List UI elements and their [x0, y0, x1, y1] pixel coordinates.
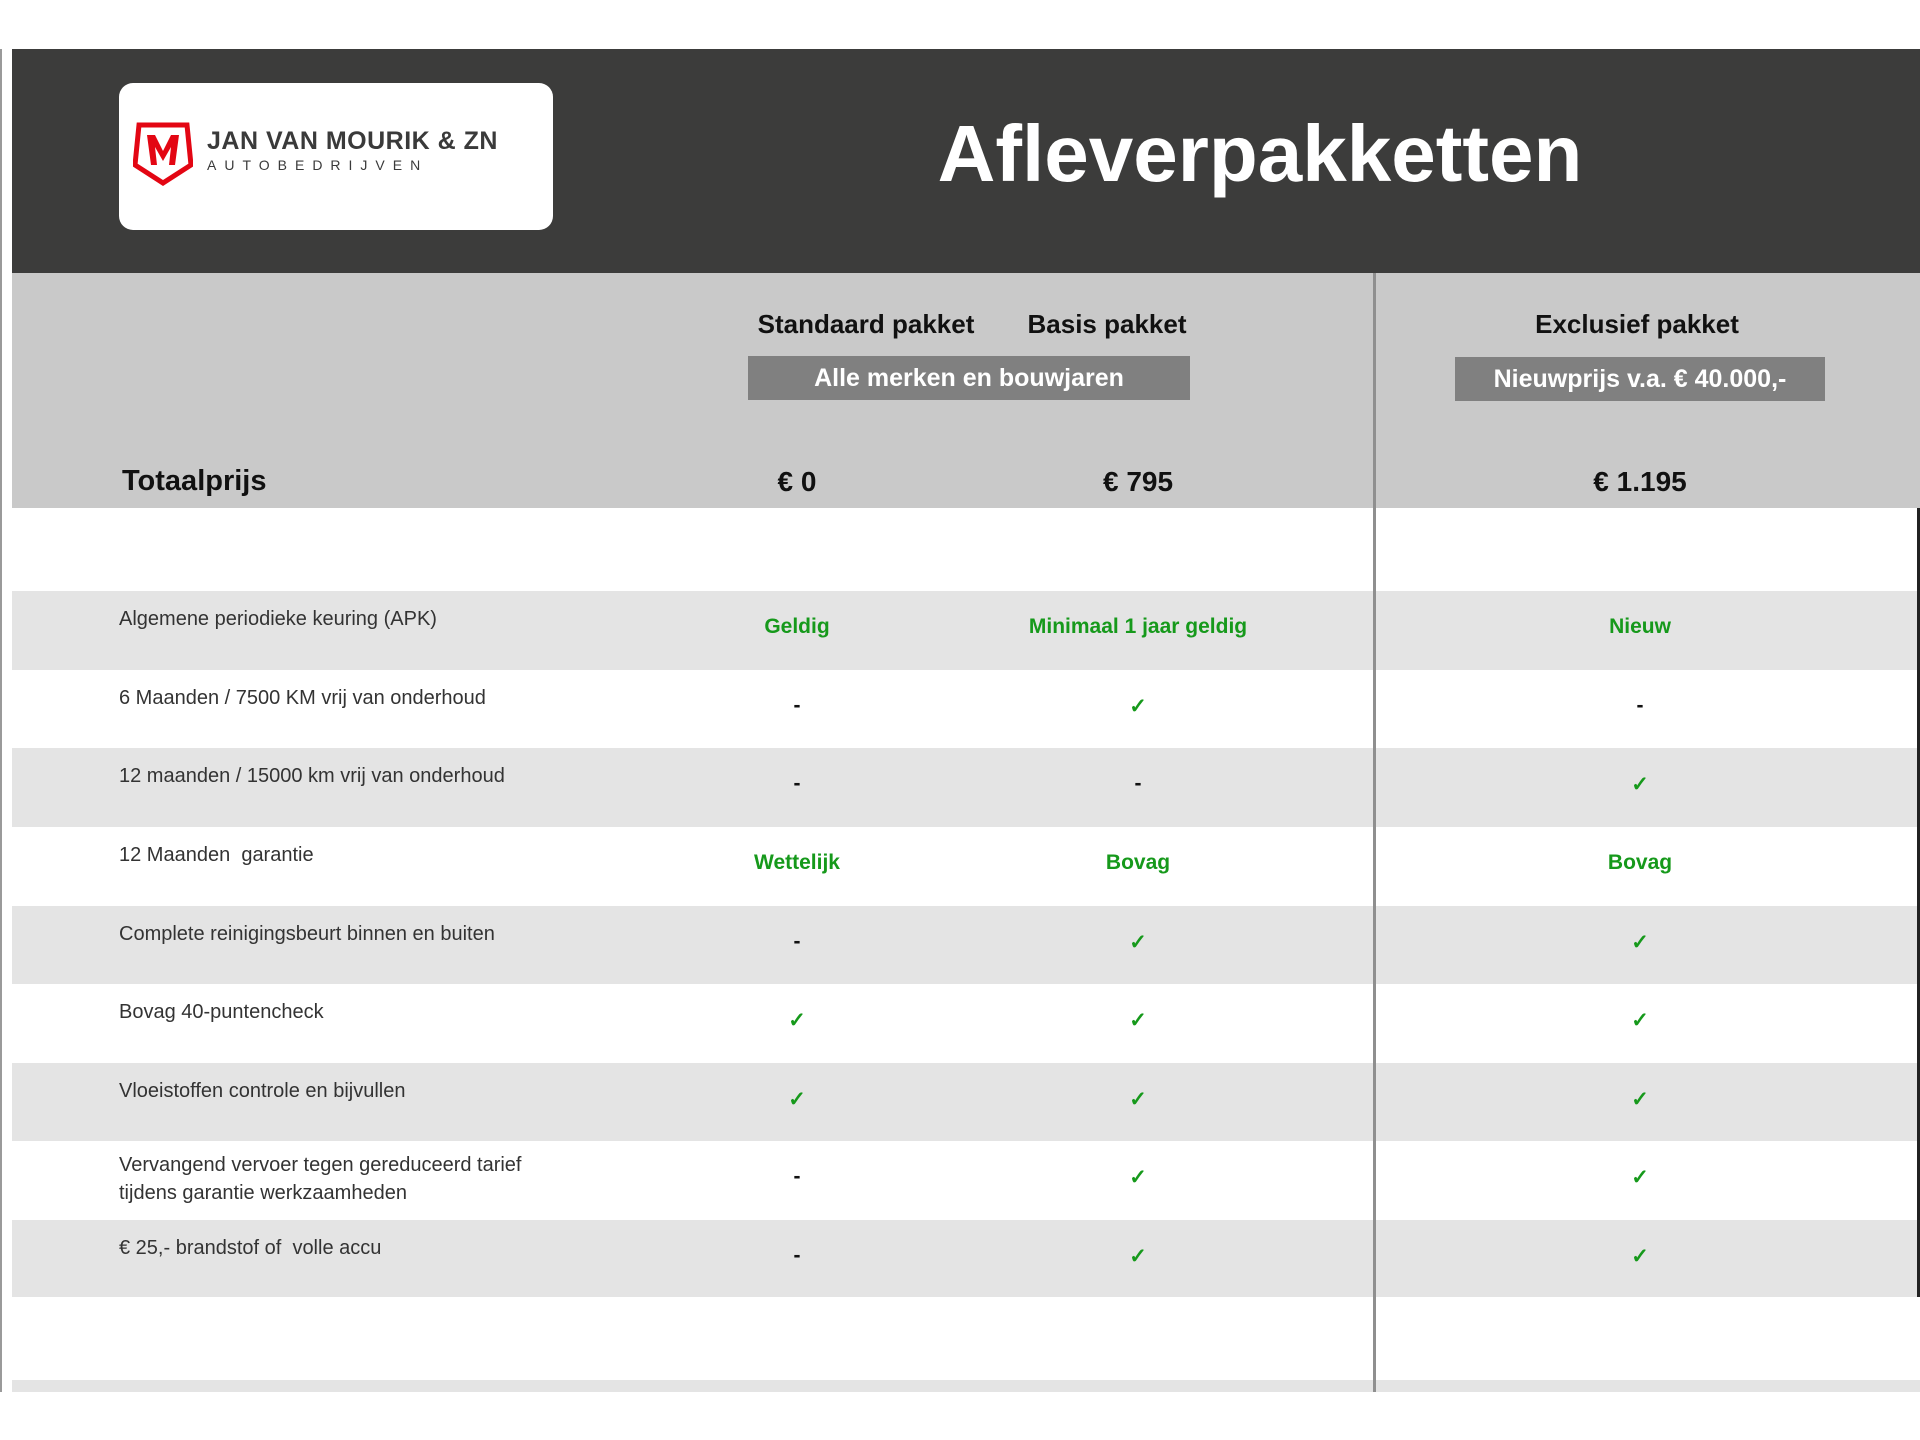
- company-name: JAN VAN MOURIK & ZN: [207, 127, 498, 155]
- package-standaard-title: Standaard pakket: [757, 309, 975, 339]
- table-row: Vervangend vervoer tegen gereduceerd tar…: [12, 1141, 1920, 1220]
- table-row: Algemene periodieke keuring (APK) Geldig M…: [12, 591, 1920, 670]
- shield-m-logo-icon: [133, 122, 193, 186]
- price-standaard: € 0: [777, 466, 817, 497]
- check-icon-standaard: ✓: [788, 1088, 806, 1111]
- company-logo: JAN VAN MOURIK & ZN AUTOBEDRIJVEN: [119, 83, 553, 230]
- check-icon-exclusief: ✓: [1631, 1245, 1649, 1268]
- check-icon-exclusief: ✓: [1631, 1009, 1649, 1032]
- feature-value-standaard: Wettelijk: [754, 851, 840, 874]
- company-subtitle: AUTOBEDRIJVEN: [207, 157, 429, 173]
- table-row: 12 Maanden garantie Wettelijk Bovag Bovag: [12, 827, 1920, 906]
- check-icon-basis: ✓: [1129, 931, 1147, 954]
- price-exclusief: € 1.195: [1593, 466, 1687, 497]
- feature-label: 12 maanden / 15000 km vrij van onderhoud: [119, 765, 505, 787]
- feature-label: Algemene periodieke keuring (APK): [119, 608, 437, 630]
- feature-value-exclusief: Nieuw: [1609, 615, 1671, 638]
- check-icon-exclusief: ✓: [1631, 931, 1649, 954]
- table-right-border: [1917, 508, 1920, 1297]
- check-icon-exclusief: ✓: [1631, 1088, 1649, 1111]
- exclusief-note-badge: Nieuwprijs v.a. € 40.000,-: [1455, 357, 1825, 401]
- check-icon-basis: ✓: [1129, 695, 1147, 718]
- table-row: Bovag 40-puntencheck ✓ ✓ ✓: [12, 984, 1920, 1063]
- feature-value-basis: Bovag: [1105, 851, 1171, 874]
- total-price-label: Totaalprijs: [122, 465, 267, 497]
- column-divider: [1373, 273, 1376, 1392]
- package-basis-title: Basis pakket: [1027, 309, 1187, 339]
- dash-value-standaard: -: [793, 772, 801, 795]
- check-icon-basis: ✓: [1129, 1088, 1147, 1111]
- feature-label: Vervangend vervoer tegen gereduceerd tar…: [119, 1154, 522, 1204]
- feature-label: 12 Maanden garantie: [119, 844, 314, 866]
- check-icon-basis: ✓: [1129, 1009, 1147, 1032]
- feature-label: Complete reinigingsbeurt binnen en buite…: [119, 923, 495, 945]
- table-footer-strip: [12, 1380, 1920, 1392]
- price-basis: € 795: [1102, 466, 1174, 497]
- table-row: 6 Maanden / 7500 KM vrij van onderhoud - ✓…: [12, 670, 1920, 748]
- shared-note-badge: Alle merken en bouwjaren: [748, 356, 1190, 400]
- table-row: 12 maanden / 15000 km vrij van onderhoud…: [12, 748, 1920, 827]
- page-title: Afleverpakketten: [937, 109, 1583, 198]
- check-icon-exclusief: ✓: [1631, 773, 1649, 796]
- dash-value-standaard: -: [793, 930, 801, 953]
- check-icon-basis: ✓: [1129, 1245, 1147, 1268]
- feature-label: Bovag 40-puntencheck: [119, 1001, 324, 1023]
- feature-value-standaard: Geldig: [764, 615, 830, 638]
- table-row: Vloeistoffen controle en bijvullen ✓ ✓ ✓: [12, 1063, 1920, 1141]
- check-icon-exclusief: ✓: [1631, 1166, 1649, 1189]
- feature-value-basis: Minimaal 1 jaar geldig: [1028, 615, 1248, 638]
- dash-value-basis: -: [1134, 772, 1142, 795]
- dash-value-exclusief: -: [1636, 694, 1644, 717]
- table-row: Complete reinigingsbeurt binnen en buite…: [12, 906, 1920, 984]
- feature-label: 6 Maanden / 7500 KM vrij van onderhoud: [119, 687, 486, 709]
- feature-label: Vloeistoffen controle en bijvullen: [119, 1080, 406, 1102]
- dash-value-standaard: -: [793, 694, 801, 717]
- table-row: € 25,- brandstof of volle accu - ✓ ✓: [12, 1220, 1920, 1297]
- check-icon-standaard: ✓: [788, 1009, 806, 1032]
- check-icon-basis: ✓: [1129, 1166, 1147, 1189]
- dash-value-standaard: -: [793, 1165, 801, 1188]
- dash-value-standaard: -: [793, 1244, 801, 1267]
- feature-label: € 25,- brandstof of volle accu: [119, 1237, 382, 1259]
- page-border: [0, 49, 2, 1392]
- package-exclusief-title: Exclusief pakket: [1535, 309, 1739, 339]
- feature-value-exclusief: Bovag: [1607, 851, 1673, 874]
